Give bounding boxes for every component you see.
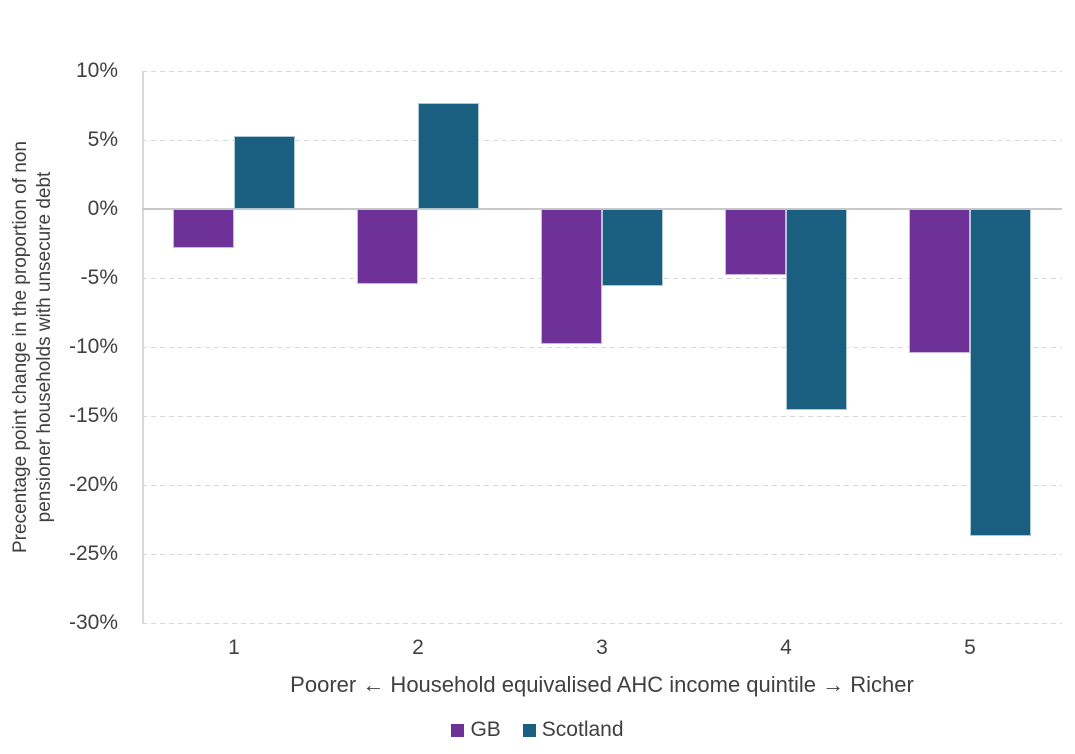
x-tick-label-2: 2	[412, 636, 424, 659]
gridline-10%	[142, 70, 1062, 72]
bar-gb-quintile-1	[173, 209, 234, 248]
x-tick-label-4: 4	[780, 636, 792, 659]
gridline--25%	[142, 553, 1062, 555]
y-tick-label--30%: -30%	[68, 611, 118, 634]
y-tick-label-0%: 0%	[87, 197, 118, 220]
legend-item-gb: GB	[451, 718, 501, 742]
bar-scotland-quintile-5	[970, 209, 1031, 537]
bar-gb-quintile-3	[541, 209, 602, 345]
y-tick-label--15%: -15%	[68, 404, 118, 427]
bar-scotland-quintile-3	[602, 209, 663, 287]
y-tick-label--10%: -10%	[68, 335, 118, 358]
legend-label: GB	[470, 718, 501, 741]
bar-scotland-quintile-2	[418, 102, 479, 209]
y-tick-label-5%: 5%	[87, 128, 118, 151]
gridline--30%	[142, 622, 1062, 624]
legend-item-scotland: Scotland	[522, 718, 624, 742]
gridline--15%	[142, 415, 1062, 417]
bar-gb-quintile-2	[357, 209, 418, 284]
bar-scotland-quintile-1	[234, 135, 295, 209]
gridline--20%	[142, 484, 1062, 486]
legend-label: Scotland	[541, 718, 624, 741]
legend-swatch-icon	[522, 723, 536, 737]
bar-gb-quintile-5	[909, 209, 970, 353]
x-axis-tick-labels: 1 2 3 4 5	[142, 636, 1062, 664]
gridline--10%	[142, 346, 1062, 348]
y-axis-tick-labels: 10% 5% 0% -5% -10% -15% -20% -25% -30%	[0, 59, 130, 634]
legend-swatch-icon	[451, 723, 465, 737]
y-tick-label-10%: 10%	[75, 59, 118, 82]
gridline-5%	[142, 139, 1062, 141]
bar-gb-quintile-4	[725, 209, 786, 276]
x-tick-label-3: 3	[596, 636, 608, 659]
bar-scotland-quintile-4	[786, 209, 847, 411]
x-tick-label-1: 1	[228, 636, 240, 659]
y-tick-label--25%: -25%	[68, 542, 118, 565]
y-tick-label--5%: -5%	[80, 266, 118, 289]
x-axis-title: Poorer ← Household equivalised AHC incom…	[290, 672, 914, 697]
legend: GB Scotland	[0, 718, 1075, 742]
x-tick-label-5: 5	[964, 636, 976, 659]
plot-area	[142, 70, 1062, 624]
y-tick-label--20%: -20%	[68, 473, 118, 496]
